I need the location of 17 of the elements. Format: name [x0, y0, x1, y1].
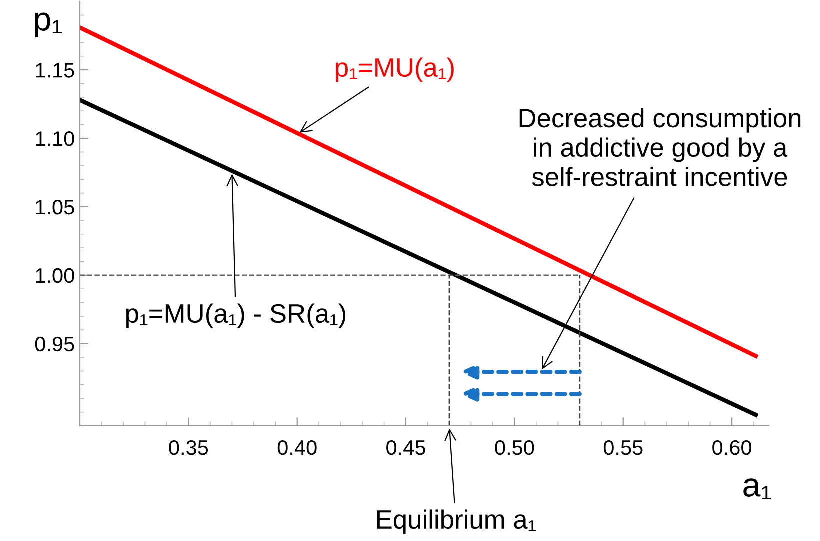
- annotation: p₁=MU(a₁): [336, 58, 454, 82]
- y-tick-label: 1.05: [36, 200, 74, 215]
- x-tick-label: 0.35: [169, 440, 208, 456]
- y-tick-label: 0.95: [35, 336, 74, 352]
- x-tick-label: 0.60: [712, 440, 752, 456]
- y-axis-title: p₁: [35, 12, 62, 38]
- y-tick-label: 1.15: [36, 63, 74, 78]
- y-tick-label: 1.00: [36, 268, 74, 284]
- x-axis-title: a₁: [744, 478, 772, 500]
- y-tick-label: 1.10: [36, 132, 74, 146]
- annotation: Decreased consumption in addictive good by a self-restraint incentive: [520, 108, 801, 186]
- x-tick-label: 0.40: [278, 440, 317, 456]
- x-tick-label: 0.50: [495, 440, 534, 456]
- annotation: Equilibrium a₁: [377, 510, 536, 534]
- x-tick-label: 0.55: [604, 440, 643, 456]
- x-tick-label: 0.45: [386, 440, 426, 456]
- annotation: p₁=MU(a₁) - SR(a₁): [126, 304, 346, 328]
